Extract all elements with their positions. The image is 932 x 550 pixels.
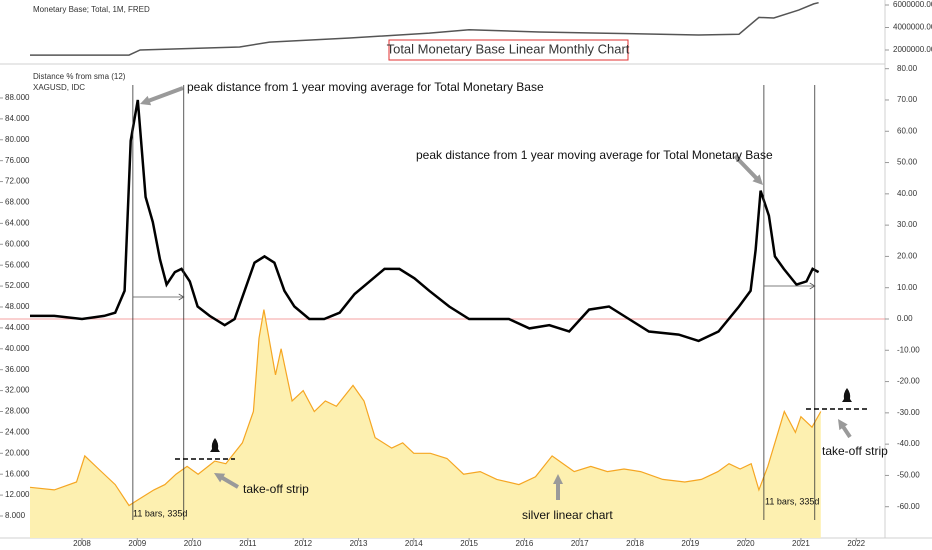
y2-tick-label: -60.00 bbox=[897, 502, 920, 511]
callout-arrow bbox=[214, 473, 240, 489]
callout-arrow bbox=[733, 154, 763, 185]
y2-tick-label: 70.00 bbox=[897, 95, 918, 104]
annotation: take-off strip bbox=[822, 444, 888, 458]
annotation: peak distance from 1 year moving average… bbox=[187, 80, 544, 94]
annotation: 11 bars, 335d bbox=[133, 508, 187, 518]
y2-tick-label: -40.00 bbox=[897, 439, 920, 448]
callout-arrow bbox=[140, 86, 184, 106]
y-tick-label: 32.000 bbox=[5, 386, 30, 395]
x-tick-label: 2009 bbox=[128, 539, 146, 548]
annotation: peak distance from 1 year moving average… bbox=[416, 148, 773, 162]
y2-tick-label: -20.00 bbox=[897, 377, 920, 386]
x-tick-label: 2020 bbox=[737, 539, 755, 548]
x-tick-label: 2018 bbox=[626, 539, 644, 548]
line bbox=[30, 99, 820, 343]
x-tick-label: 2012 bbox=[294, 539, 312, 548]
legend-item: XAGUSD, IDC bbox=[33, 83, 85, 92]
callout-arrow bbox=[553, 474, 563, 500]
x-tick-label: 2010 bbox=[184, 539, 202, 548]
callout-arrow bbox=[838, 419, 852, 439]
y-tick-label: 20.000 bbox=[5, 448, 30, 457]
y-tick-label: 88.000 bbox=[5, 93, 30, 102]
y-tick-label: 56.000 bbox=[5, 260, 30, 269]
y2-tick-label: 50.00 bbox=[897, 158, 918, 167]
y-tick-label: 2000000.00 bbox=[893, 45, 932, 54]
y2-tick-label: 80.00 bbox=[897, 64, 918, 73]
y-tick-label: 44.000 bbox=[5, 323, 30, 332]
y2-tick-label: -50.00 bbox=[897, 471, 920, 480]
y2-tick-label: -30.00 bbox=[897, 408, 920, 417]
annotation: take-off strip bbox=[243, 482, 309, 496]
y-tick-label: 8.000 bbox=[5, 511, 26, 520]
top-title: Monetary Base; Total, 1M, FRED bbox=[33, 5, 150, 14]
y2-tick-label: 10.00 bbox=[897, 283, 918, 292]
y2-tick-label: 40.00 bbox=[897, 189, 918, 198]
y2-tick-label: 30.00 bbox=[897, 220, 918, 229]
annotation: 11 bars, 335d bbox=[765, 496, 819, 506]
y-tick-label: 36.000 bbox=[5, 365, 30, 374]
y-tick-label: 24.000 bbox=[5, 428, 30, 437]
y-tick-label: 28.000 bbox=[5, 407, 30, 416]
y-tick-label: 80.000 bbox=[5, 135, 30, 144]
y-tick-label: 60.000 bbox=[5, 239, 30, 248]
y2-tick-label: 0.00 bbox=[897, 314, 913, 323]
x-tick-label: 2008 bbox=[73, 539, 91, 548]
y-tick-label: 84.000 bbox=[5, 114, 30, 123]
rocket-icon bbox=[210, 438, 220, 452]
x-tick-label: 2019 bbox=[681, 539, 699, 548]
x-tick-label: 2013 bbox=[350, 539, 368, 548]
annotation: silver linear chart bbox=[522, 508, 613, 522]
x-tick-label: 2011 bbox=[239, 539, 257, 548]
y-tick-label: 6000000.00 bbox=[893, 0, 932, 9]
title-box bbox=[388, 39, 629, 61]
y-tick-label: 40.000 bbox=[5, 344, 30, 353]
y-tick-label: 64.000 bbox=[5, 218, 30, 227]
y-tick-label: 16.000 bbox=[5, 469, 30, 478]
x-tick-label: 2022 bbox=[847, 539, 865, 548]
x-tick-label: 2017 bbox=[571, 539, 589, 548]
x-tick-label: 2015 bbox=[460, 539, 478, 548]
x-tick-label: 2014 bbox=[405, 539, 423, 548]
x-tick-label: 2021 bbox=[792, 539, 810, 548]
range-arrow-head bbox=[809, 282, 816, 290]
y-tick-label: 4000000.00 bbox=[893, 23, 932, 32]
legend-item: Distance % from sma (12) bbox=[33, 72, 126, 81]
line bbox=[30, 1, 819, 56]
y2-tick-label: -10.00 bbox=[897, 345, 920, 354]
rocket-icon bbox=[842, 388, 852, 402]
y-tick-label: 72.000 bbox=[5, 177, 30, 186]
y-tick-label: 76.000 bbox=[5, 156, 30, 165]
line bbox=[29, 309, 822, 507]
chart-title: Total Monetary Base Linear Monthly Chart bbox=[387, 41, 630, 56]
x-tick-label: 2016 bbox=[516, 539, 534, 548]
y-tick-label: 12.000 bbox=[5, 490, 30, 499]
y-tick-label: 68.000 bbox=[5, 198, 30, 207]
y-tick-label: 52.000 bbox=[5, 281, 30, 290]
y2-tick-label: 20.00 bbox=[897, 252, 918, 261]
y-tick-label: 48.000 bbox=[5, 302, 30, 311]
range-arrow-head bbox=[178, 293, 185, 301]
y2-tick-label: 60.00 bbox=[897, 126, 918, 135]
